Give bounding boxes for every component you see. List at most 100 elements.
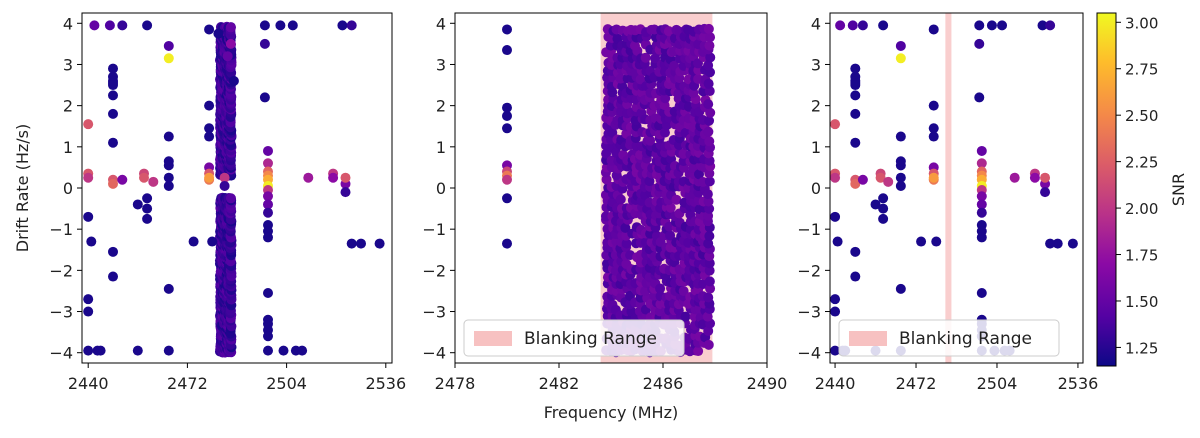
scatter-point bbox=[847, 20, 858, 31]
scatter-point bbox=[117, 20, 128, 31]
scatter-point bbox=[703, 238, 714, 249]
scatter-point bbox=[297, 345, 308, 356]
scatter-point bbox=[875, 172, 886, 183]
y-tick-label: −3 bbox=[49, 303, 73, 322]
scatter-point bbox=[857, 174, 868, 185]
scatter-point bbox=[1052, 238, 1063, 249]
scatter-point bbox=[163, 53, 174, 64]
scatter-point bbox=[976, 158, 987, 169]
scatter-point bbox=[703, 99, 714, 110]
scatter-point bbox=[502, 24, 512, 35]
scatter-point bbox=[895, 53, 906, 64]
scatter-point bbox=[287, 20, 298, 31]
y-tick-label: 0 bbox=[811, 179, 821, 198]
scatter-point bbox=[259, 38, 270, 49]
scatter-point bbox=[850, 246, 861, 257]
y-tick-label: 3 bbox=[63, 55, 73, 74]
scatter-point bbox=[704, 176, 715, 187]
scatter-point bbox=[1067, 238, 1078, 249]
scatter-point bbox=[931, 236, 942, 247]
scatter-point bbox=[895, 283, 906, 294]
scatter-point bbox=[148, 176, 159, 187]
scatter-point bbox=[704, 155, 715, 166]
scatter-point bbox=[132, 345, 143, 356]
scatter-point bbox=[928, 100, 939, 111]
colorbar-tick-label: 1.75 bbox=[1125, 247, 1158, 265]
scatter-point bbox=[142, 193, 153, 204]
scatter-point bbox=[705, 32, 716, 43]
y-tick-label: 1 bbox=[63, 138, 73, 157]
scatter-point bbox=[204, 123, 215, 134]
legend: Blanking Range bbox=[463, 319, 685, 357]
y-tick-label: −2 bbox=[797, 261, 821, 280]
scatter-point bbox=[278, 345, 289, 356]
scatter-point bbox=[928, 172, 939, 183]
scatter-point bbox=[303, 172, 314, 183]
scatter-point bbox=[870, 199, 881, 210]
scatter-point bbox=[703, 23, 714, 34]
scatter-point bbox=[142, 20, 153, 31]
scatter-point bbox=[704, 136, 715, 147]
x-tick-label: 2440 bbox=[68, 374, 109, 393]
scatter-point bbox=[163, 160, 174, 171]
scatter-point bbox=[108, 90, 118, 101]
y-tick-label: 4 bbox=[63, 14, 73, 33]
y-tick-label: 4 bbox=[436, 14, 446, 33]
scatter-point bbox=[1009, 172, 1020, 183]
scatter-point bbox=[878, 213, 889, 224]
scatter-point bbox=[163, 345, 174, 356]
scatter-point bbox=[629, 40, 640, 51]
scatter-point bbox=[83, 211, 94, 222]
plot-area bbox=[502, 13, 716, 363]
scatter-point bbox=[976, 145, 987, 156]
scatter-point bbox=[356, 238, 366, 249]
y-tick-label: 2 bbox=[63, 97, 73, 116]
y-tick-label: −1 bbox=[49, 220, 73, 239]
scatter-point bbox=[830, 306, 841, 317]
scatter-point bbox=[635, 74, 646, 85]
colorbar-tick-label: 2.75 bbox=[1125, 61, 1158, 79]
scatter-point bbox=[665, 230, 676, 241]
scatter-point bbox=[86, 236, 97, 247]
scatter-point bbox=[132, 199, 143, 210]
scatter-point bbox=[704, 86, 715, 97]
scatter-point bbox=[620, 222, 631, 233]
scatter-point bbox=[502, 193, 512, 204]
scatter-point bbox=[850, 63, 861, 74]
colorbar: 3.00 2.75 2.50 2.25 2.00 1.75 1.50 1.25 SNR bbox=[1096, 12, 1188, 367]
scatter-point bbox=[108, 178, 118, 189]
scatter-point bbox=[275, 20, 286, 31]
dense-band-0 bbox=[600, 23, 716, 358]
scatter-point bbox=[974, 20, 985, 31]
scatter-point bbox=[263, 207, 273, 218]
scatter-point bbox=[163, 283, 174, 294]
scatter-point bbox=[204, 100, 215, 111]
scatter-point bbox=[340, 187, 351, 198]
scatter-point bbox=[1045, 238, 1056, 249]
scatter-point bbox=[204, 172, 215, 183]
blanking-range bbox=[945, 13, 952, 363]
scatter-point bbox=[104, 20, 115, 31]
dense-band-0 bbox=[214, 192, 237, 358]
y-tick-label: −2 bbox=[49, 261, 73, 280]
scatter-point bbox=[678, 286, 689, 297]
scatter-point bbox=[89, 20, 100, 31]
scatter-point bbox=[974, 92, 985, 103]
scatter-point bbox=[850, 178, 861, 189]
scatter-point bbox=[703, 292, 714, 303]
scatter-point bbox=[928, 24, 939, 35]
scatter-point bbox=[895, 172, 906, 183]
y-tick-label: 1 bbox=[436, 138, 446, 157]
scatter-point bbox=[263, 345, 273, 356]
scatter-point bbox=[142, 213, 153, 224]
scatter-point bbox=[883, 176, 894, 187]
x-tick-label: 2472 bbox=[167, 374, 208, 393]
scatter-point bbox=[703, 78, 714, 89]
scatter-point bbox=[703, 339, 714, 350]
scatter-point bbox=[163, 40, 174, 51]
x-tick-label: 2536 bbox=[1058, 374, 1099, 393]
scatter-point bbox=[705, 52, 716, 63]
scatter-point bbox=[704, 230, 715, 241]
scatter-point bbox=[704, 40, 715, 51]
scatter-point bbox=[263, 331, 273, 342]
